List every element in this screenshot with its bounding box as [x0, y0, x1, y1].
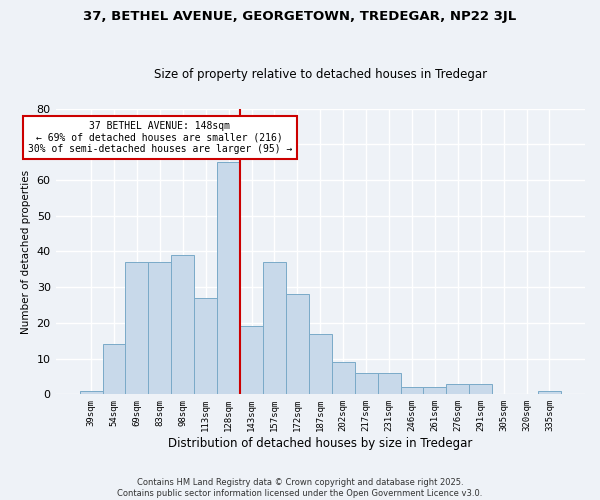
Bar — [172, 255, 194, 394]
Bar — [103, 344, 125, 395]
Bar — [217, 162, 240, 394]
Bar — [309, 334, 332, 394]
Y-axis label: Number of detached properties: Number of detached properties — [21, 170, 31, 334]
Text: 37 BETHEL AVENUE: 148sqm
← 69% of detached houses are smaller (216)
30% of semi-: 37 BETHEL AVENUE: 148sqm ← 69% of detach… — [28, 121, 292, 154]
Bar — [194, 298, 217, 394]
Text: Contains HM Land Registry data © Crown copyright and database right 2025.
Contai: Contains HM Land Registry data © Crown c… — [118, 478, 482, 498]
Bar — [424, 387, 446, 394]
X-axis label: Distribution of detached houses by size in Tredegar: Distribution of detached houses by size … — [168, 437, 472, 450]
Bar — [377, 373, 401, 394]
Bar — [401, 387, 424, 394]
Title: Size of property relative to detached houses in Tredegar: Size of property relative to detached ho… — [154, 68, 487, 81]
Bar — [80, 391, 103, 394]
Bar — [538, 391, 561, 394]
Bar — [286, 294, 309, 394]
Bar — [446, 384, 469, 394]
Bar — [469, 384, 492, 394]
Bar — [240, 326, 263, 394]
Bar — [263, 262, 286, 394]
Bar — [148, 262, 172, 394]
Bar — [332, 362, 355, 394]
Bar — [125, 262, 148, 394]
Bar — [355, 373, 377, 394]
Text: 37, BETHEL AVENUE, GEORGETOWN, TREDEGAR, NP22 3JL: 37, BETHEL AVENUE, GEORGETOWN, TREDEGAR,… — [83, 10, 517, 23]
